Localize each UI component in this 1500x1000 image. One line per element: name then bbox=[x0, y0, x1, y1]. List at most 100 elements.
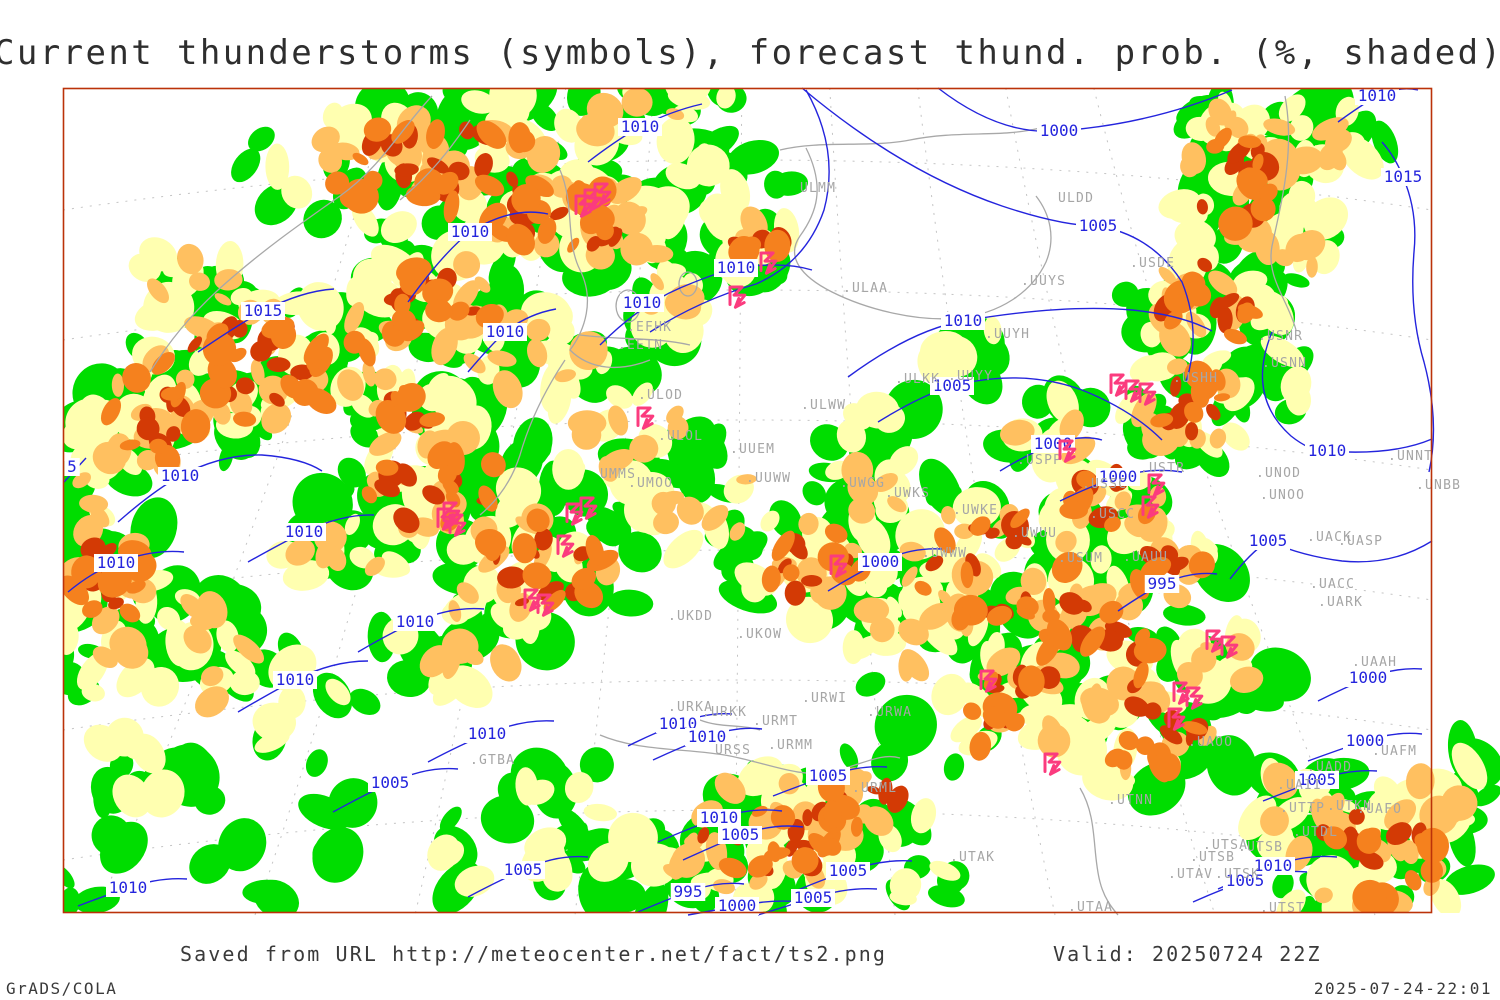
svg-text:.URML: .URML bbox=[852, 781, 897, 796]
svg-text:.UWGG: .UWGG bbox=[840, 476, 885, 491]
svg-text:.URWA: .URWA bbox=[867, 705, 912, 720]
svg-text:.UTSB: .UTSB bbox=[1190, 850, 1235, 865]
svg-text:1000: 1000 bbox=[718, 896, 757, 915]
svg-text:1005: 1005 bbox=[721, 825, 760, 844]
svg-text:.UWWW: .UWWW bbox=[922, 546, 967, 561]
svg-text:.UAFO: .UAFO bbox=[1357, 802, 1402, 817]
svg-text:1000: 1000 bbox=[1349, 668, 1388, 687]
svg-text:.EETN: .EETN bbox=[618, 338, 663, 353]
svg-text:1005: 1005 bbox=[933, 376, 972, 395]
svg-text:.USCC: .USCC bbox=[1090, 507, 1135, 522]
svg-text:.UNOD: .UNOD bbox=[1256, 466, 1301, 481]
svg-text:ULDD: ULDD bbox=[1058, 191, 1094, 206]
svg-text:1005: 1005 bbox=[829, 861, 868, 880]
svg-text:1015: 1015 bbox=[1384, 167, 1423, 186]
svg-text:.UMOO: .UMOO bbox=[628, 476, 673, 491]
svg-text:.UNOO: .UNOO bbox=[1260, 488, 1305, 503]
svg-text:.USHH: .USHH bbox=[1173, 371, 1218, 386]
isobar-labels: 1010 1010 1010 1015 1010 1010 1010 5 1010 1010 101… bbox=[64, 86, 1425, 915]
svg-text:.UUYS: .UUYS bbox=[1021, 274, 1066, 289]
svg-text:1010: 1010 bbox=[944, 311, 983, 330]
svg-text:1010: 1010 bbox=[276, 670, 315, 689]
svg-text:1010: 1010 bbox=[1254, 856, 1293, 875]
probability-shading bbox=[63, 89, 1500, 913]
svg-text:.USSC: .USSC bbox=[1082, 477, 1127, 492]
svg-text:1010: 1010 bbox=[396, 612, 435, 631]
render-timestamp-text: 2025-07-24-22:01 bbox=[1313, 979, 1492, 998]
svg-text:.UTSK: .UTSK bbox=[1215, 867, 1260, 882]
svg-text:1010: 1010 bbox=[161, 466, 200, 485]
svg-text:1005: 1005 bbox=[809, 766, 848, 785]
svg-text:.URKA: .URKA bbox=[668, 700, 713, 715]
svg-text:.USUM: .USUM bbox=[1058, 551, 1103, 566]
svg-text:.UTAA: .UTAA bbox=[1068, 900, 1113, 915]
svg-text:.UAII: .UAII bbox=[1277, 778, 1322, 793]
page-title: Current thunderstorms (symbols), forecas… bbox=[0, 33, 1500, 73]
svg-text:.UKDD: .UKDD bbox=[668, 609, 713, 624]
svg-text:.ULWW: .ULWW bbox=[801, 398, 846, 413]
svg-text:.UUEM: .UUEM bbox=[730, 442, 775, 457]
svg-text:1010: 1010 bbox=[623, 293, 662, 312]
svg-text:1010: 1010 bbox=[486, 322, 525, 341]
svg-text:1010: 1010 bbox=[285, 522, 324, 541]
svg-text:.UADD: .UADD bbox=[1307, 760, 1352, 775]
svg-text:.URKK: .URKK bbox=[702, 705, 747, 720]
svg-text:.UWKE: .UWKE bbox=[953, 503, 998, 518]
svg-text:1010: 1010 bbox=[1308, 441, 1347, 460]
svg-text:1010: 1010 bbox=[717, 258, 756, 277]
svg-text:1010: 1010 bbox=[700, 808, 739, 827]
svg-text:.UARK: .UARK bbox=[1318, 595, 1363, 610]
svg-text:1005: 1005 bbox=[794, 888, 833, 907]
svg-text:.USPP: .USPP bbox=[1017, 453, 1062, 468]
svg-text:.USNR: .USNR bbox=[1258, 329, 1303, 344]
svg-text:.UAAH: .UAAH bbox=[1352, 655, 1397, 670]
svg-text:.URWI: .URWI bbox=[802, 691, 847, 706]
svg-text:1000: 1000 bbox=[1346, 731, 1385, 750]
svg-text:1010: 1010 bbox=[688, 727, 727, 746]
svg-text:.UKOW: .UKOW bbox=[737, 627, 782, 642]
svg-text:1005: 1005 bbox=[1079, 216, 1118, 235]
svg-text:.UTTP: .UTTP bbox=[1280, 801, 1325, 816]
svg-text:.ULOD: .ULOD bbox=[638, 388, 683, 403]
svg-text:1005: 1005 bbox=[1249, 531, 1288, 550]
svg-text:995: 995 bbox=[1148, 574, 1177, 593]
svg-text:.UNBB: .UNBB bbox=[1416, 478, 1461, 493]
svg-text:1005: 1005 bbox=[371, 773, 410, 792]
grads-credit-text: GrADS/COLA bbox=[6, 979, 118, 998]
svg-text:.UACK: .UACK bbox=[1307, 530, 1352, 545]
svg-text:.USTR: .USTR bbox=[1140, 461, 1185, 476]
svg-text:.USDE: .USDE bbox=[1130, 256, 1175, 271]
svg-text:.ULKK: .ULKK bbox=[895, 372, 940, 387]
svg-text:1010: 1010 bbox=[109, 878, 148, 897]
svg-text:.UWKS: .UWKS bbox=[885, 486, 930, 501]
svg-text:.UTSA: .UTSA bbox=[1203, 838, 1248, 853]
svg-text:1000: 1000 bbox=[1099, 467, 1138, 486]
svg-text:UMMS: UMMS bbox=[600, 467, 636, 482]
thunderstorm-symbols bbox=[436, 182, 1239, 776]
svg-text:1010: 1010 bbox=[1358, 86, 1397, 105]
source-url-text: Saved from URL http://meteocenter.net/fa… bbox=[180, 942, 888, 966]
svg-text:.UUYY: .UUYY bbox=[948, 369, 993, 384]
svg-text:.EFHK: .EFHK bbox=[627, 320, 672, 335]
valid-time-text: Valid: 20250724 22Z bbox=[1053, 942, 1322, 966]
svg-text:1000: 1000 bbox=[861, 552, 900, 571]
svg-text:1005: 1005 bbox=[1226, 871, 1265, 890]
svg-text:1010: 1010 bbox=[621, 117, 660, 136]
svg-text:1015: 1015 bbox=[244, 301, 283, 320]
svg-text:.UNNT: .UNNT bbox=[1388, 449, 1433, 464]
svg-text:.UWUU: .UWUU bbox=[1012, 526, 1057, 541]
svg-text:.UACC: .UACC bbox=[1310, 577, 1355, 592]
svg-text:.UUWW: .UUWW bbox=[746, 471, 791, 486]
svg-text:1005: 1005 bbox=[1298, 770, 1337, 789]
svg-text:.UTKN: .UTKN bbox=[1327, 799, 1372, 814]
svg-text:.UUYH: .UUYH bbox=[985, 327, 1030, 342]
svg-text:1005: 1005 bbox=[504, 860, 543, 879]
svg-text:.UAOO: .UAOO bbox=[1188, 735, 1233, 750]
svg-text:.UTAK: .UTAK bbox=[950, 850, 995, 865]
svg-text:URSS: URSS bbox=[715, 743, 751, 758]
svg-text:.GTBA: .GTBA bbox=[470, 753, 515, 768]
svg-text:.UTAV: .UTAV bbox=[1168, 867, 1213, 882]
svg-text:.UAFM: .UAFM bbox=[1372, 744, 1417, 759]
